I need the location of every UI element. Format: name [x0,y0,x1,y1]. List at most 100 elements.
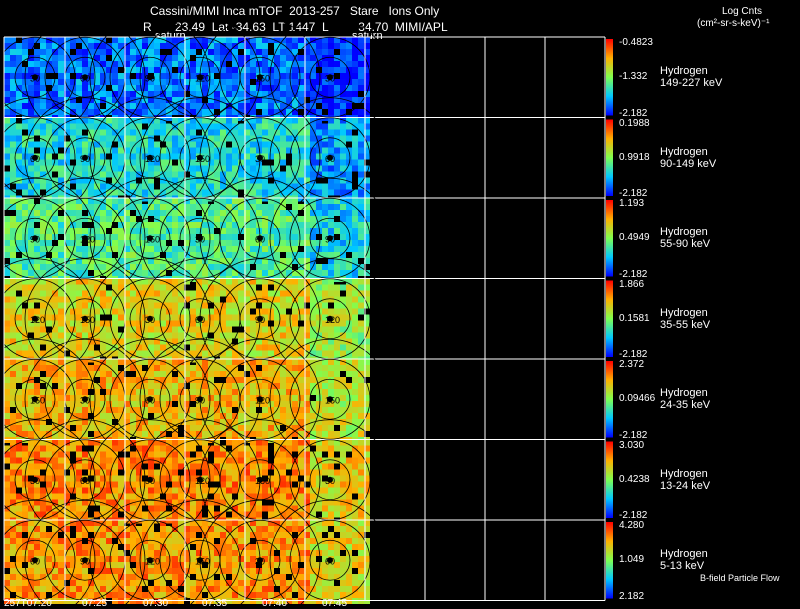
heatmap-cell [316,371,322,377]
heatmap-cell [166,493,172,500]
heatmap-cell [304,296,310,303]
heatmap-cell [148,61,154,67]
heatmap-cell [166,401,172,407]
heatmap-cell [178,135,184,142]
heatmap-cell [334,37,340,43]
heatmap-cell [316,109,322,115]
heatmap-cell [130,37,136,43]
heatmap-cell [292,258,298,264]
heatmap-cell [190,365,196,371]
heatmap-cell [304,493,310,500]
flow-dot [147,74,153,81]
heatmap-cell [316,240,322,246]
heatmap-cell [256,457,262,464]
heatmap-cell [100,395,106,401]
contour-line [309,217,351,259]
heatmap-cell [238,344,244,351]
heatmap-cell [268,302,274,309]
heatmap-cell [40,171,46,178]
heatmap-cell [202,407,208,413]
heatmap-cell [292,183,298,190]
heatmap-cell [64,165,70,172]
heatmap-cell [310,457,316,464]
heatmap-cell [238,210,244,216]
heatmap-cell [94,463,100,470]
heatmap-cell [316,389,322,395]
heatmap-cell [190,395,196,401]
heatmap-cell [214,511,220,518]
heatmap-cell [244,463,250,470]
heatmap-cell [148,377,154,383]
heatmap-cell [298,240,304,246]
heatmap-cell [202,419,208,425]
heatmap-cell [4,61,10,67]
heatmap-cell [292,198,298,204]
heatmap-cell [328,457,334,464]
heatmap-cell [172,147,178,154]
heatmap-cell [250,159,256,166]
heatmap-cell [232,314,238,321]
heatmap-cell [256,123,262,130]
heatmap-cell [334,284,340,291]
heatmap-cell [316,210,322,216]
heatmap-cell [184,499,190,506]
heatmap-cell [202,204,208,210]
heatmap-cell [64,371,70,377]
heatmap-cell [100,350,106,357]
heatmap-cell [112,439,118,446]
heatmap-cell [166,383,172,389]
heatmap-cell [136,43,142,49]
heatmap-cell [154,204,160,210]
heatmap-cell [82,407,88,413]
heatmap-cell [16,463,22,470]
heatmap-cell [136,109,142,115]
heatmap-cell [46,234,52,240]
heatmap-cell [262,359,268,365]
heatmap-cell [190,258,196,264]
heatmap-cell [82,55,88,61]
heatmap-cell [226,55,232,61]
heatmap-cell [238,222,244,228]
heatmap-cell [52,228,58,234]
heatmap-cell [196,419,202,425]
heatmap-cell [130,61,136,67]
heatmap-cell [34,270,40,276]
heatmap-cell [292,425,298,431]
flow-dot [257,74,263,81]
heatmap-cell [166,159,172,166]
heatmap-cell [22,413,28,419]
contour-label: 60 [30,154,40,164]
colorbar [606,200,613,277]
heatmap-cell [112,270,118,276]
heatmap-cell [244,487,250,494]
heatmap-cell [268,216,274,222]
heatmap-cell [172,463,178,470]
heatmap-cell [310,159,316,166]
heatmap-cell [214,67,220,73]
heatmap-cell [280,499,286,506]
heatmap-cell [52,117,58,124]
heatmap-cell [184,37,190,43]
heatmap-cell [274,320,280,327]
heatmap-cell [244,204,250,210]
heatmap-cell [88,371,94,377]
heatmap-cell [148,326,154,333]
heatmap-cell [34,401,40,407]
heatmap-cell [46,320,52,327]
heatmap-cell [262,308,268,315]
heatmap-cell [82,338,88,345]
heatmap-cell [322,246,328,252]
heatmap-cell [214,123,220,130]
heatmap-cell [88,320,94,327]
heatmap-cell [256,222,262,228]
heatmap-cell [226,278,232,285]
heatmap-cell [124,290,130,297]
heatmap-cell [304,43,310,49]
heatmap-cell [172,246,178,252]
heatmap-cell [130,204,136,210]
heatmap-cell [298,359,304,365]
heatmap-cell [16,505,22,512]
heatmap-cell [364,481,370,488]
heatmap-cell [310,234,316,240]
heatmap-cell [46,389,52,395]
